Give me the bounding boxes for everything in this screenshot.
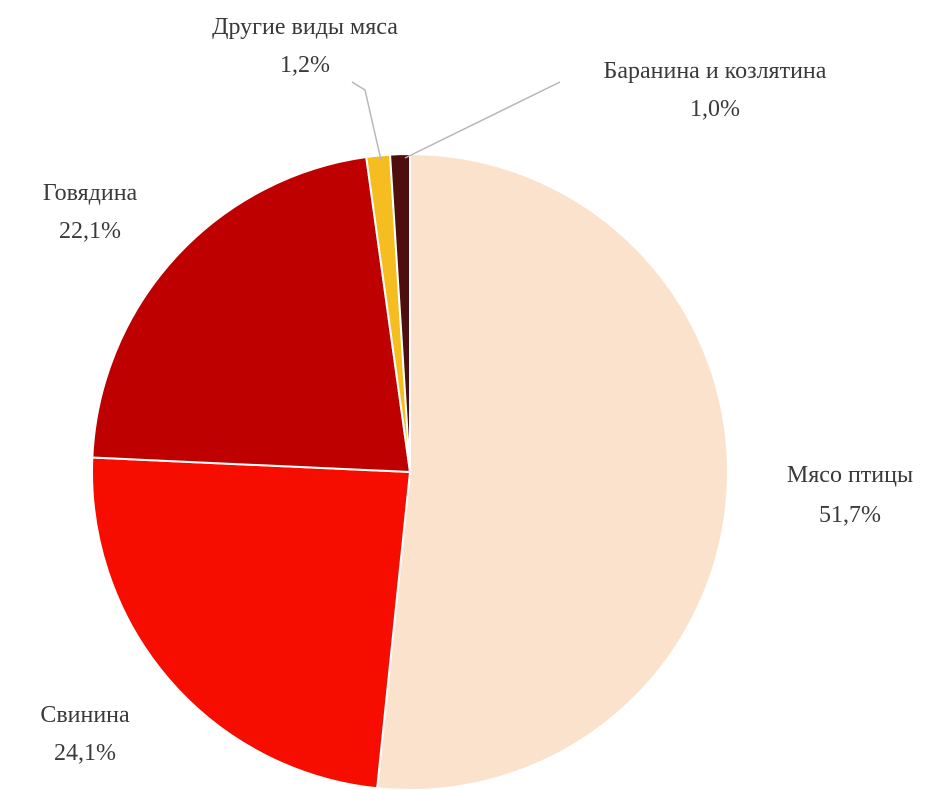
slice-value-label-pork: 24,1% xyxy=(54,740,116,766)
leader-line-mutton-goat xyxy=(404,81,561,159)
pie-slices xyxy=(91,152,729,790)
pie-slice-poultry xyxy=(376,152,729,790)
pie-slice-beef xyxy=(91,155,412,474)
leader-line-other-meat xyxy=(351,81,382,161)
slice-name-label-beef: Говядина xyxy=(43,180,138,206)
slice-value-label-mutton-goat: 1,0% xyxy=(690,96,740,122)
slice-value-label-beef: 22,1% xyxy=(59,218,121,244)
data-labels: Мясо птицы 51,7% Свинина 24,1% Говядина 22,1%… xyxy=(40,14,913,766)
slice-name-label-mutton-goat: Баранина и козлятина xyxy=(604,58,827,84)
slice-name-label-pork: Свинина xyxy=(40,702,130,728)
pie-slice-pork xyxy=(91,456,412,790)
slice-name-label-poultry: Мясо птицы xyxy=(787,462,913,488)
pie-slice-mutton-goat xyxy=(388,152,411,473)
slice-name-label-other-meat: Другие виды мяса xyxy=(212,14,398,40)
leader-lines xyxy=(351,81,561,161)
slice-value-label-other-meat: 1,2% xyxy=(280,52,330,78)
slice-value-label-poultry: 51,7% xyxy=(819,502,881,528)
